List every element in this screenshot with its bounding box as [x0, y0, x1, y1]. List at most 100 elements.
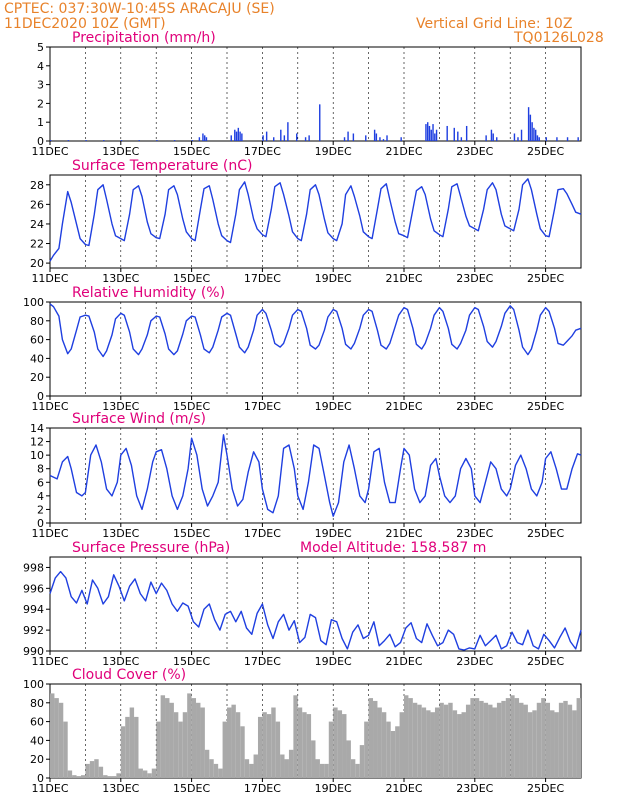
rh-ytick-label: 80 [30, 315, 44, 328]
rh-xtick-label: 25DEC [527, 400, 564, 413]
precip-bar [262, 135, 264, 141]
precip-bar [50, 140, 52, 141]
cloud-xtick-label: 13DEC [102, 782, 139, 795]
precip-bar [203, 135, 206, 141]
pressure-ytick-label: 992 [23, 624, 44, 637]
wind-xtick-label: 15DEC [173, 527, 210, 540]
cloud-bar [527, 712, 533, 778]
precip-bar [545, 137, 548, 141]
cloud-bar [496, 702, 502, 778]
precip-xtick-label: 25DEC [527, 145, 564, 158]
wind-ytick-label: 6 [37, 476, 44, 489]
rh-line [49, 303, 582, 358]
pressure-xtick-label: 23DEC [456, 655, 493, 668]
cloud-bar [479, 700, 484, 778]
panel-cloud: 0 20 40 60 80 100 11DEC 13DEC 15DEC 17DEC 19DEC 21D… [23, 667, 582, 795]
pressure-frame [49, 556, 582, 652]
precip-bar [230, 135, 232, 141]
precip-xtick-label: 19DEC [315, 145, 352, 158]
cloud-bar [244, 759, 250, 778]
precip-bar [577, 137, 579, 141]
cloud-bar [306, 714, 312, 778]
precip-xtick-label: 17DEC [244, 145, 281, 158]
temp-xtick-label: 23DEC [456, 272, 493, 285]
precip-bar [239, 131, 241, 141]
panel-precip: 0 1 2 3 4 5 11DEC 13DEC 15DEC 17DEC 19DEC 21DEC 23DE… [31, 30, 582, 158]
cloud-bar [359, 745, 365, 778]
cloud-bar [417, 704, 422, 778]
cloud-bar [200, 707, 205, 778]
precip-bar [531, 122, 533, 141]
precip-bar [496, 137, 498, 141]
precip-xtick-label: 11DEC [31, 145, 68, 158]
wind-ytick-label: 2 [37, 503, 44, 516]
pressure-xtick-label: 21DEC [385, 655, 422, 668]
precip-bar [265, 131, 268, 141]
cloud-bar [505, 698, 511, 778]
cloud-bar [85, 763, 90, 778]
temp-xtick-label: 21DEC [385, 272, 422, 285]
pressure-xtick-label: 17DEC [244, 655, 281, 668]
wind-ytick-label: 14 [30, 422, 44, 435]
precip-bar [205, 137, 208, 141]
precip-bar [520, 129, 523, 141]
precip-bar [434, 133, 436, 141]
cloud-bar [218, 768, 223, 778]
precip-bar [352, 133, 355, 141]
cloud-bar [134, 716, 139, 778]
cloud-bar [368, 698, 374, 778]
cloud-bar [390, 731, 396, 778]
cloud-bar [342, 714, 347, 778]
wind-xtick-label: 23DEC [456, 527, 493, 540]
cloud-ytick-label: 20 [30, 753, 44, 766]
grid-note: Vertical Grid Line: 10Z [416, 16, 572, 32]
precip-bar [533, 127, 535, 141]
cloud-bar [558, 702, 564, 778]
cloud-bar [271, 707, 276, 778]
cloud-bar [165, 698, 170, 778]
precip-bar [375, 133, 378, 141]
cloud-bar [257, 716, 263, 778]
precip-bar [308, 135, 310, 141]
pressure-ytick-label: 994 [23, 603, 44, 616]
rh-ytick-label: 40 [30, 352, 44, 365]
cloud-bar [178, 721, 183, 778]
cloud-xtick-label: 21DEC [385, 782, 422, 795]
precip-bar [457, 131, 459, 141]
cloud-xtick-label: 23DEC [456, 782, 493, 795]
precip-bar [492, 133, 494, 141]
precip-bar [460, 137, 463, 141]
precip-bar [283, 135, 286, 141]
cloud-bar [280, 754, 285, 778]
wind-ytick-label: 0 [37, 517, 44, 530]
wind-frame [49, 427, 582, 524]
cloud-bar [249, 763, 254, 778]
cloud-bar [196, 702, 201, 778]
pressure-ytick-label: 996 [23, 582, 44, 595]
cloud-xtick-label: 11DEC [31, 782, 68, 795]
rh-xtick-label: 13DEC [102, 400, 139, 413]
cloud-bar [355, 763, 360, 778]
wind-ytick-label: 12 [30, 436, 44, 449]
cloud-bar [50, 693, 55, 778]
cloud-bar [138, 768, 143, 778]
wind-ytick-label: 8 [37, 463, 44, 476]
precip-bar [103, 140, 105, 141]
header: CPTEC: 037:30W-10:45S ARACAJU (SE) 11DEC… [4, 1, 604, 46]
cloud-bar [523, 704, 528, 778]
cloud-bar [120, 726, 126, 778]
cloud-bar [510, 695, 515, 778]
cloud-xtick-label: 25DEC [527, 782, 564, 795]
cloud-bar [514, 698, 520, 778]
cloud-bar [346, 740, 351, 778]
cloud-ytick-label: 0 [37, 772, 44, 785]
precip-bar [529, 114, 532, 141]
temp-xtick-label: 13DEC [102, 272, 139, 285]
precip-bar [234, 129, 236, 141]
rh-xtick-label: 15DEC [173, 400, 210, 413]
cloud-bar [311, 740, 316, 778]
precip-bar [287, 122, 289, 141]
cloud-bar [337, 710, 343, 778]
wind-xtick-label: 19DEC [315, 527, 352, 540]
cloud-bar [426, 710, 431, 778]
